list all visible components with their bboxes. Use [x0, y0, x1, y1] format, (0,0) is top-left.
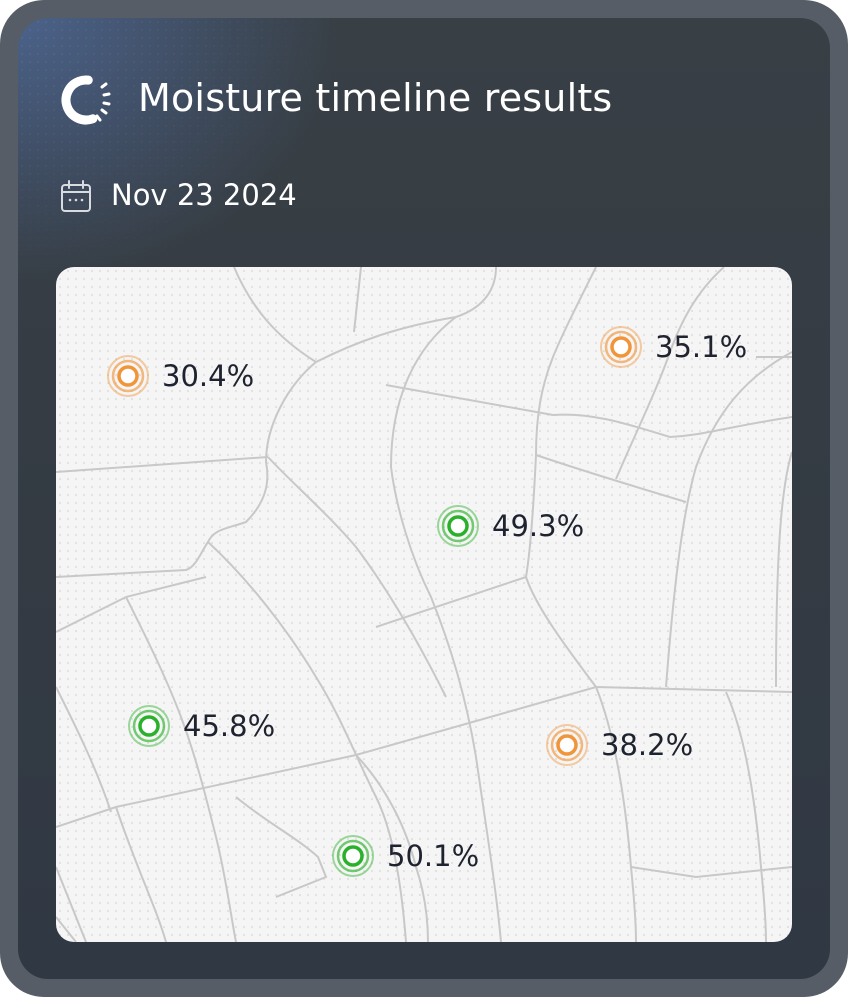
moisture-marker[interactable]: 49.3% [436, 504, 584, 548]
moisture-marker[interactable]: 45.8% [127, 704, 275, 748]
low-moisture-marker-icon [600, 326, 642, 368]
calendar-icon [61, 180, 91, 212]
loading-ring-logo-icon [61, 75, 111, 125]
field-map[interactable]: 30.4% 35.1% 49.3% [56, 267, 792, 942]
moisture-marker[interactable]: 38.2% [545, 723, 693, 767]
low-moisture-marker-icon [107, 355, 149, 397]
moisture-value: 49.3% [492, 509, 585, 543]
high-moisture-marker-icon [437, 505, 479, 547]
low-moisture-marker-icon [546, 724, 588, 766]
high-moisture-marker-icon [332, 835, 374, 877]
moisture-value: 35.1% [655, 330, 748, 364]
moisture-marker[interactable]: 35.1% [599, 325, 747, 369]
moisture-marker[interactable]: 50.1% [331, 834, 479, 878]
moisture-value: 50.1% [387, 839, 480, 873]
parcel-roads [56, 267, 792, 942]
high-moisture-marker-icon [128, 705, 170, 747]
results-card: Moisture timeline results Nov 23 2024 [18, 18, 830, 979]
moisture-value: 45.8% [183, 709, 276, 743]
moisture-marker[interactable]: 30.4% [106, 354, 254, 398]
result-date: Nov 23 2024 [111, 178, 297, 212]
page-title: Moisture timeline results [138, 76, 613, 120]
moisture-value: 30.4% [162, 359, 255, 393]
moisture-value: 38.2% [601, 728, 694, 762]
